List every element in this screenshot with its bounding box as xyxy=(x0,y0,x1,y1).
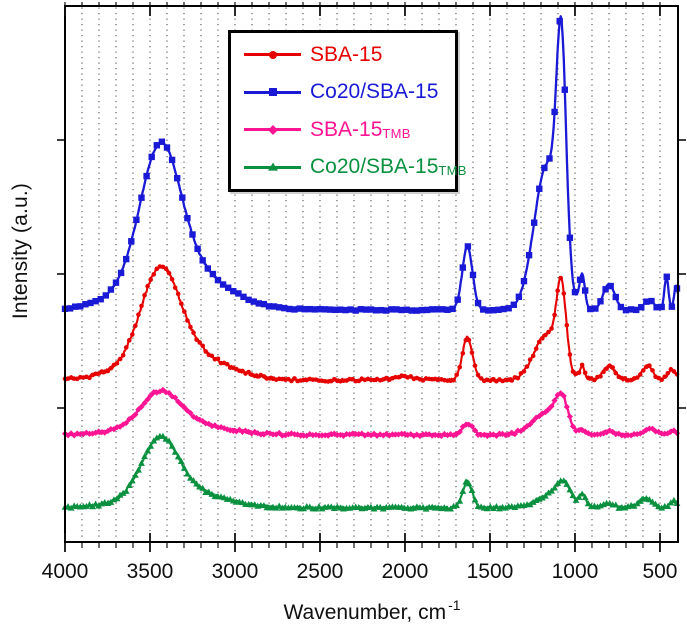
x-tick-label: 3500 xyxy=(126,560,174,583)
legend-item-sba15-tmb: SBA-15TMB xyxy=(231,114,455,146)
x-tick-label: 2000 xyxy=(381,560,429,583)
legend-label: SBA-15 xyxy=(310,43,382,67)
x-axis-title-exponent: -1 xyxy=(448,597,461,613)
x-axis-title: Wavenumber, cm -1 xyxy=(283,597,460,625)
legend-label-subscript: TMB xyxy=(438,163,467,179)
legend-marker-triangle-icon xyxy=(267,162,278,171)
legend-label-text: Co20/SBA-15 xyxy=(310,80,439,104)
x-tick-label: 3000 xyxy=(211,560,259,583)
x-tick-label: 4000 xyxy=(41,560,89,583)
x-tick-label: 1000 xyxy=(551,560,599,583)
legend-marker-circle-icon xyxy=(268,50,277,59)
legend-line xyxy=(244,88,301,97)
legend: SBA-15 Co20/SBA-15 SBA-15TMB Co20/SBA-15… xyxy=(228,30,466,192)
legend-label-subscript: TMB xyxy=(382,125,411,141)
legend-label: Co20/SBA-15 xyxy=(310,80,438,104)
x-tick-label: 2500 xyxy=(296,560,344,583)
y-axis-title: Intensity (a.u.) xyxy=(9,182,32,320)
legend-item-co20-sba15: Co20/SBA-15 xyxy=(231,76,455,108)
legend-label-text: Co20/SBA-15 xyxy=(310,155,439,179)
legend-item-sba15: SBA-15 xyxy=(231,39,455,71)
legend-label-text: SBA-15 xyxy=(310,42,383,66)
x-axis-title-text: Wavenumber, cm xyxy=(283,601,447,624)
legend-item-co20-sba15-tmb: Co20/SBA-15TMB xyxy=(231,151,466,183)
legend-line xyxy=(244,50,301,59)
legend-label: Co20/SBA-15TMB xyxy=(310,155,467,179)
legend-line xyxy=(244,162,301,171)
legend-marker-diamond-icon xyxy=(267,124,278,135)
legend-label: SBA-15TMB xyxy=(310,118,411,142)
legend-label-text: SBA-15 xyxy=(310,117,383,141)
legend-marker-square-icon xyxy=(268,88,277,97)
legend-line xyxy=(244,124,301,135)
x-tick-label: 1500 xyxy=(466,560,514,583)
x-tick-label: 500 xyxy=(642,560,678,583)
